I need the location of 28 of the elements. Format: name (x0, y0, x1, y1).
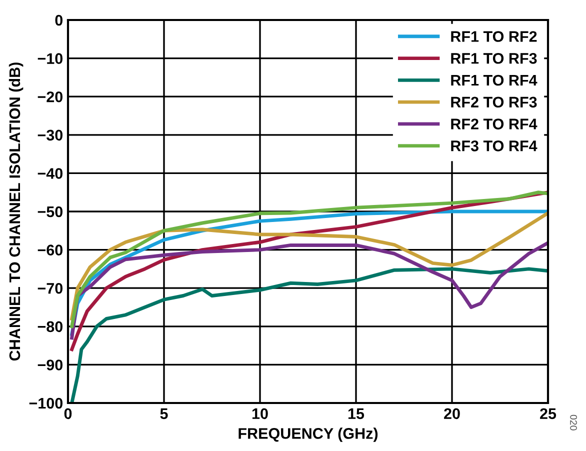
text: 020 (570, 414, 577, 430)
x-tick-label: 10 (252, 408, 268, 420)
x-tick-label: 25 (540, 408, 556, 420)
x-tick-label: 5 (160, 408, 168, 420)
y-tick-label: −60 (38, 244, 63, 256)
legend-label: RF2 TO RF4 (451, 118, 538, 130)
y-tick-label: −20 (38, 91, 63, 102)
line-series (70, 241, 548, 340)
y-tick-label: −40 (38, 168, 63, 179)
line-series (70, 267, 548, 403)
legend-label: RF3 TO RF4 (451, 140, 538, 152)
y-tick-label: −90 (38, 360, 63, 370)
x-tick-label: 20 (444, 408, 460, 420)
y-tick-label: −80 (38, 321, 63, 332)
y-tick-label: −30 (38, 130, 63, 141)
legend-label: RF1 TO RF3 (451, 52, 537, 64)
legend-label: RF1 TO RF4 (451, 74, 538, 86)
x-axis-title: FREQUENCY (GHz) (238, 428, 378, 442)
legend-label: RF1 TO RF2 (451, 31, 537, 42)
x-tick-label: 15 (348, 408, 364, 420)
y-tick-label: −10 (38, 53, 63, 64)
legend-label: RF2 TO RF3 (451, 96, 537, 108)
y-tick-label: −70 (38, 282, 63, 294)
y-axis-title: CHANNEL TO CHANNEL ISOLATION (dB) (8, 62, 24, 361)
y-tick-label: 0 (55, 14, 63, 26)
y-tick-label: −50 (38, 206, 63, 218)
y-tick-label: −100 (29, 398, 63, 409)
x-tick-label: 0 (64, 408, 72, 420)
